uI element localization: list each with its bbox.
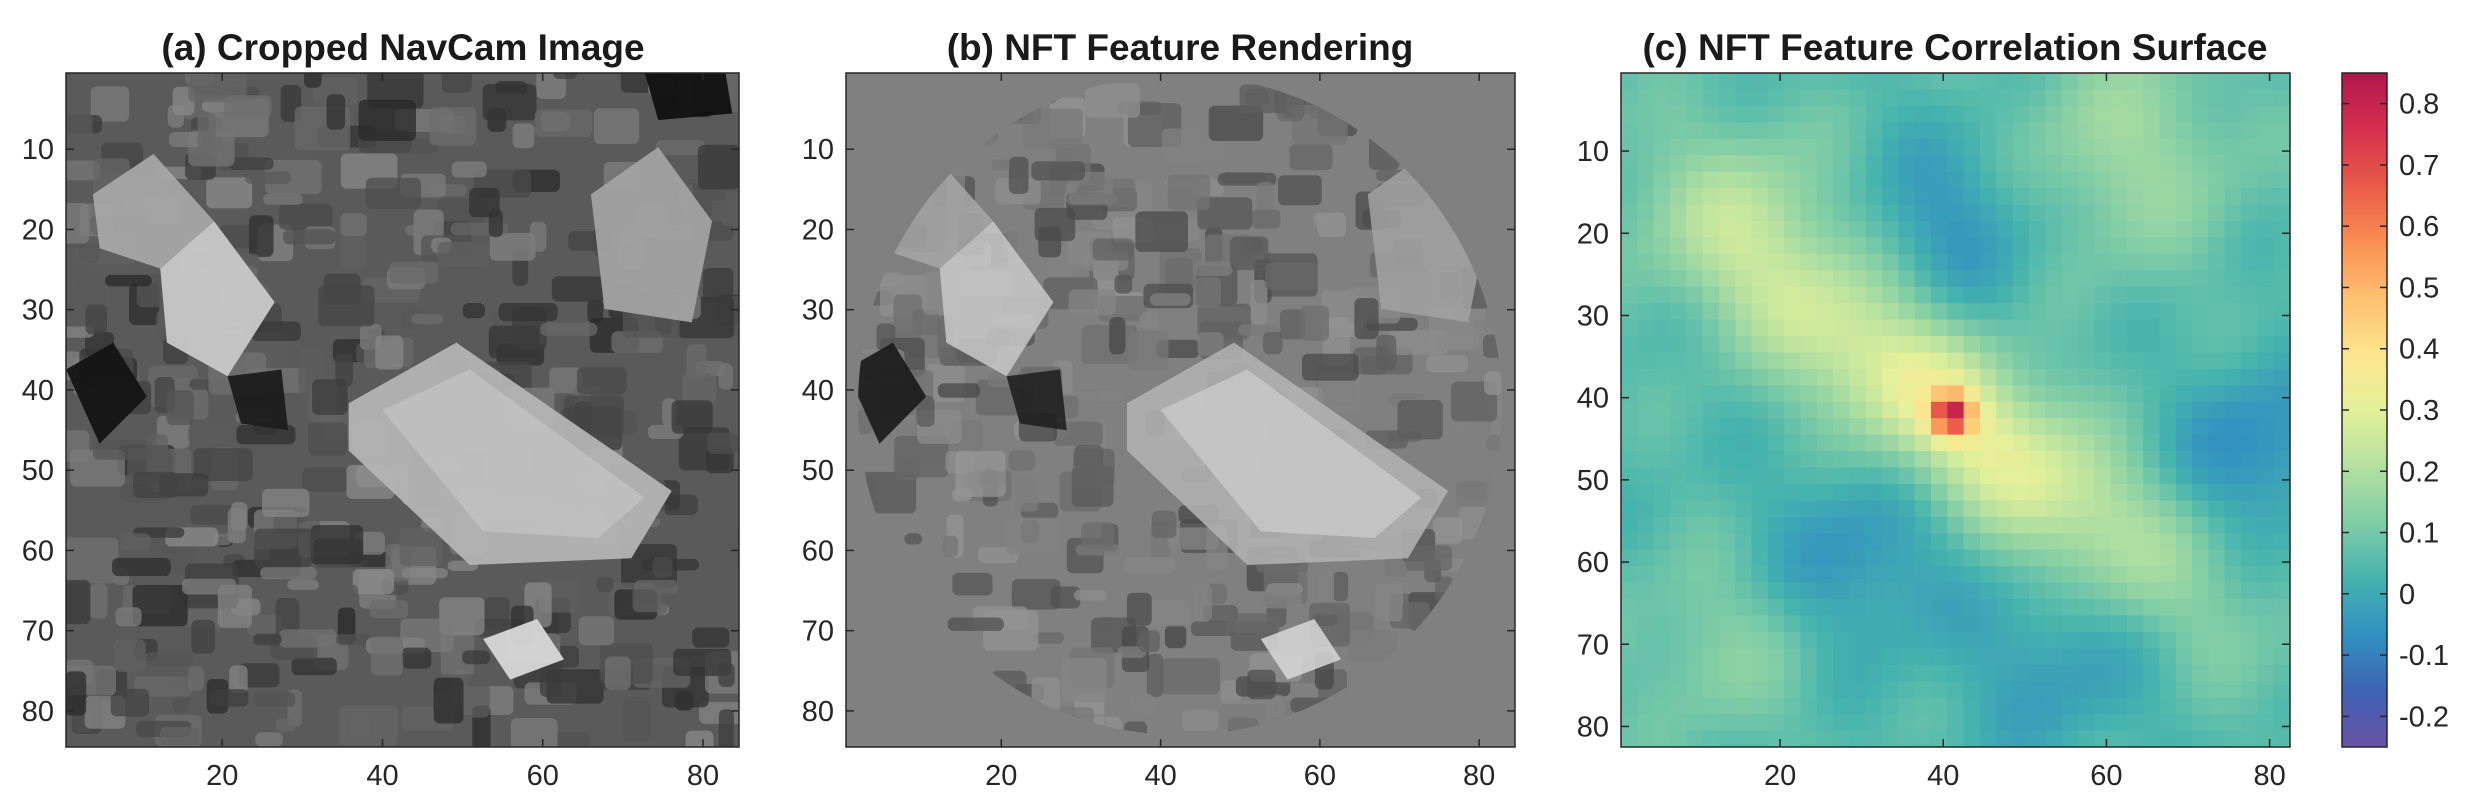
panel-a-ticks: 20 40 60 80 10 20 30 40 50 60 70 80 [22, 73, 739, 792]
panel-c-ytick-label: 60 [1577, 547, 1609, 579]
panel-c-ytick-label: 80 [1577, 711, 1609, 743]
panel-c-correlation-surface [1621, 73, 2290, 747]
panel-a: (a) Cropped NavCam Image 20 40 60 80 10 20 30 4… [22, 27, 740, 792]
panel-a-title: (a) Cropped NavCam Image [161, 27, 644, 68]
colorbar-tick-label: 0 [2399, 579, 2415, 611]
panel-a-ytick-label: 80 [22, 696, 54, 728]
panel-b: (b) NFT Feature Rendering 20 40 60 80 10 20 30… [802, 27, 1516, 792]
panel-b-ytick-label: 30 [802, 295, 834, 327]
panel-a-axes [65, 72, 740, 748]
panel-c-ytick-label: 70 [1577, 629, 1609, 661]
panel-c-xtick-label: 20 [1764, 760, 1796, 792]
panel-c-ticks: 20 40 60 80 10 20 30 40 50 60 70 80 [1577, 73, 2290, 792]
panel-b-xtick-label: 80 [1463, 760, 1495, 792]
panel-b-axes [845, 72, 1516, 748]
panel-a-ytick-label: 60 [22, 535, 54, 567]
panel-a-ytick-label: 40 [22, 375, 54, 407]
panel-b-title: (b) NFT Feature Rendering [947, 27, 1414, 68]
colorbar-tick-label: 0.1 [2399, 518, 2439, 550]
panel-b-xtick-label: 40 [1144, 760, 1176, 792]
panel-b-ytick-label: 70 [802, 616, 834, 648]
colorbar-tick-label: -0.1 [2399, 640, 2449, 672]
colorbar-gradient [2342, 73, 2387, 747]
colorbar-tick-label: 0.6 [2399, 211, 2439, 243]
panel-a-xtick-label: 20 [206, 760, 238, 792]
colorbar-tick-label: 0.7 [2399, 150, 2439, 182]
panel-c-xtick-label: 40 [1927, 760, 1959, 792]
panel-a-xtick-label: 80 [687, 760, 719, 792]
colorbar-ticks: 0.8 0.7 0.6 0.5 0.4 0.3 0.2 0.1 0 -0.1 -0.2 [2342, 89, 2449, 733]
colorbar-tick-label: 0.4 [2399, 334, 2439, 366]
panel-a-xtick-label: 60 [527, 760, 559, 792]
panel-c: (c) NFT Feature Correlation Surface 20 40… [1577, 27, 2291, 792]
panel-c-xtick-label: 80 [2253, 760, 2285, 792]
panel-a-ytick-label: 10 [22, 134, 54, 166]
panel-c-ytick-label: 20 [1577, 218, 1609, 250]
colorbar-tick-label: 0.8 [2399, 89, 2439, 121]
panel-b-ytick-label: 10 [802, 134, 834, 166]
panel-b-ytick-label: 50 [802, 455, 834, 487]
panel-a-xtick-label: 40 [366, 760, 398, 792]
panel-b-xtick-label: 60 [1304, 760, 1336, 792]
panel-b-ticks: 20 40 60 80 10 20 30 40 50 60 70 80 [802, 73, 1515, 792]
panel-b-ytick-label: 40 [802, 375, 834, 407]
panel-b-ytick-label: 60 [802, 535, 834, 567]
panel-c-ytick-label: 30 [1577, 300, 1609, 332]
panel-a-ytick-label: 20 [22, 214, 54, 246]
colorbar-tick-label: 0.3 [2399, 395, 2439, 427]
panel-a-ytick-label: 30 [22, 295, 54, 327]
panel-a-ytick-label: 70 [22, 616, 54, 648]
panel-c-xtick-label: 60 [2090, 760, 2122, 792]
panel-a-image [66, 73, 739, 747]
panel-c-axes [1620, 72, 2291, 748]
colorbar: 0.8 0.7 0.6 0.5 0.4 0.3 0.2 0.1 0 -0.1 -0.2 [2341, 72, 2449, 748]
panel-c-ytick-label: 40 [1577, 383, 1609, 415]
panel-c-ytick-label: 50 [1577, 465, 1609, 497]
panel-c-title: (c) NFT Feature Correlation Surface [1642, 27, 2267, 68]
panel-b-ytick-label: 80 [802, 696, 834, 728]
panel-c-ytick-label: 10 [1577, 136, 1609, 168]
panel-b-ytick-label: 20 [802, 214, 834, 246]
panel-b-xtick-label: 20 [985, 760, 1017, 792]
colorbar-tick-label: -0.2 [2399, 701, 2449, 733]
colorbar-tick-label: 0.2 [2399, 456, 2439, 488]
panel-a-ytick-label: 50 [22, 455, 54, 487]
colorbar-tick-label: 0.5 [2399, 272, 2439, 304]
